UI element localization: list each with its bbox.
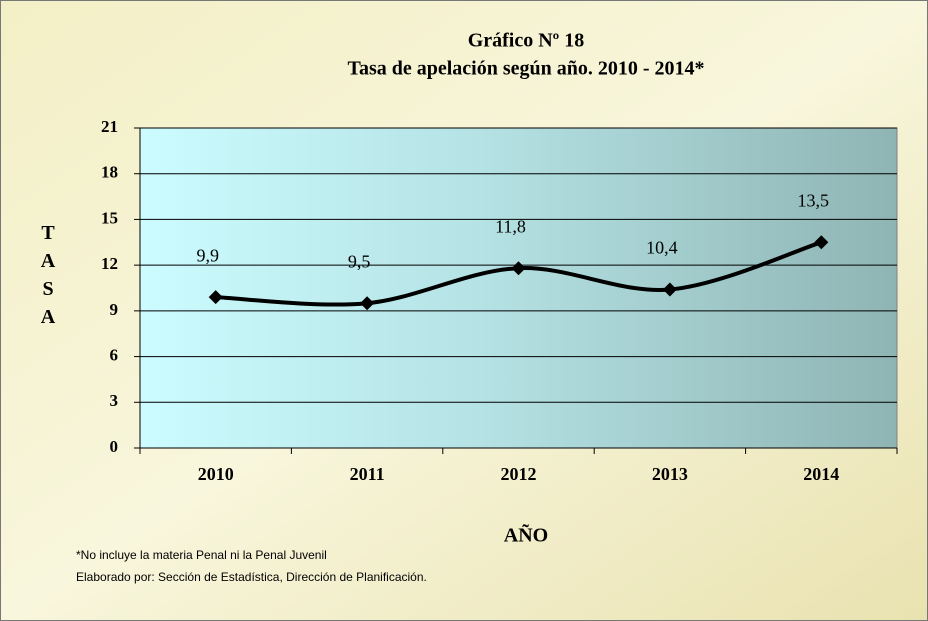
data-label: 11,8 bbox=[495, 216, 526, 236]
footnote: *No incluye la materia Penal ni la Penal… bbox=[76, 548, 327, 562]
x-tick-label: 2011 bbox=[350, 464, 385, 484]
data-label: 9,9 bbox=[196, 245, 219, 265]
y-tick-label: 6 bbox=[110, 345, 119, 364]
marker bbox=[208, 290, 223, 305]
marker bbox=[814, 235, 829, 250]
footnote: Elaborado por: Sección de Estadística, D… bbox=[76, 570, 427, 584]
y-tick-label: 0 bbox=[110, 437, 119, 456]
y-tick-label: 15 bbox=[101, 208, 118, 227]
plot-area bbox=[139, 127, 898, 449]
marker bbox=[511, 261, 526, 276]
marker bbox=[360, 296, 375, 311]
x-tick-label: 2010 bbox=[198, 464, 234, 484]
x-tick-label: 2012 bbox=[501, 464, 537, 484]
y-tick-label: 9 bbox=[110, 300, 119, 319]
y-tick-label: 21 bbox=[101, 117, 118, 136]
marker bbox=[662, 282, 677, 297]
chart-subtitle: Tasa de apelación según año. 2010 - 2014… bbox=[347, 58, 704, 80]
data-label: 10,4 bbox=[646, 238, 678, 258]
data-label: 9,5 bbox=[348, 251, 371, 271]
x-axis-title: AÑO bbox=[504, 524, 548, 547]
y-tick-label: 12 bbox=[101, 254, 118, 273]
x-tick-label: 2014 bbox=[803, 464, 839, 484]
y-tick-label: 18 bbox=[101, 163, 118, 182]
y-tick-label: 3 bbox=[110, 391, 119, 410]
y-axis-title: TASA bbox=[37, 222, 59, 334]
chart-title: Gráfico Nº 18 bbox=[468, 30, 585, 52]
x-tick-label: 2013 bbox=[652, 464, 688, 484]
data-label: 13,5 bbox=[798, 190, 830, 210]
